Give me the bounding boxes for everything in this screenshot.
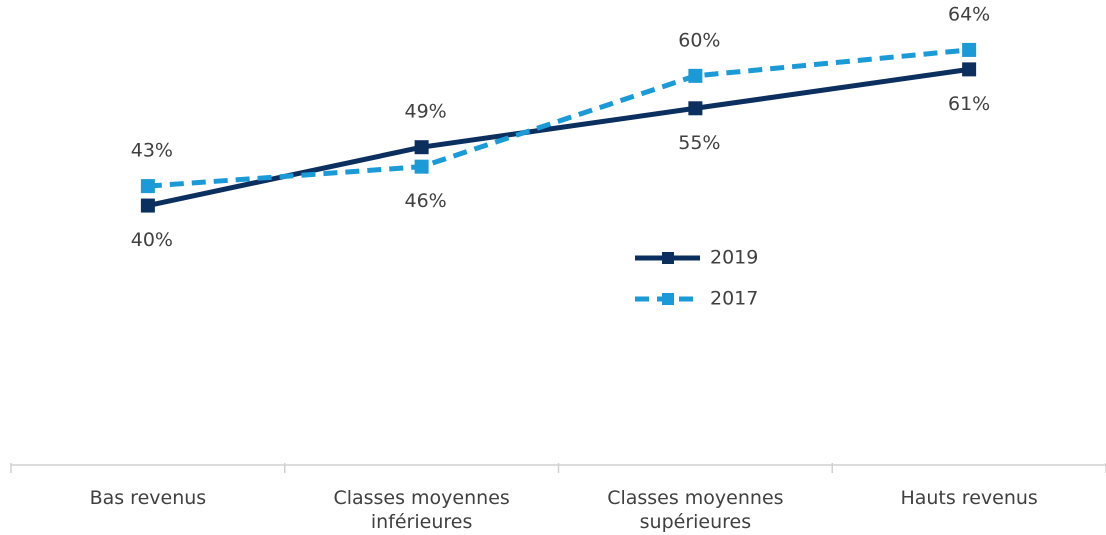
x-tick-label: Classes moyennes supérieures <box>607 487 784 533</box>
marker <box>414 159 429 174</box>
marker <box>962 62 977 77</box>
value-label: 49% <box>405 101 447 123</box>
marker <box>140 198 155 213</box>
x-tick-label: Bas revenus <box>89 487 207 509</box>
marker <box>688 101 703 116</box>
legend-label: 2019 <box>710 247 758 269</box>
value-label: 61% <box>948 93 990 115</box>
line-series <box>147 66 970 209</box>
value-label: 46% <box>405 190 447 212</box>
legend-label: 2017 <box>710 288 758 310</box>
legend-marker <box>662 252 674 264</box>
value-label: 55% <box>678 132 720 154</box>
line-series <box>147 47 970 189</box>
marker <box>414 140 429 155</box>
value-label: 60% <box>678 29 720 51</box>
marker <box>962 42 977 57</box>
x-tick-label: Hauts revenus <box>900 487 1038 509</box>
value-label: 64% <box>948 3 990 25</box>
marker <box>140 179 155 194</box>
x-tick-label: Classes moyennes inférieures <box>333 487 510 533</box>
legend-marker <box>662 293 674 305</box>
marker <box>688 68 703 83</box>
value-label: 43% <box>131 140 173 162</box>
value-label: 40% <box>131 229 173 251</box>
